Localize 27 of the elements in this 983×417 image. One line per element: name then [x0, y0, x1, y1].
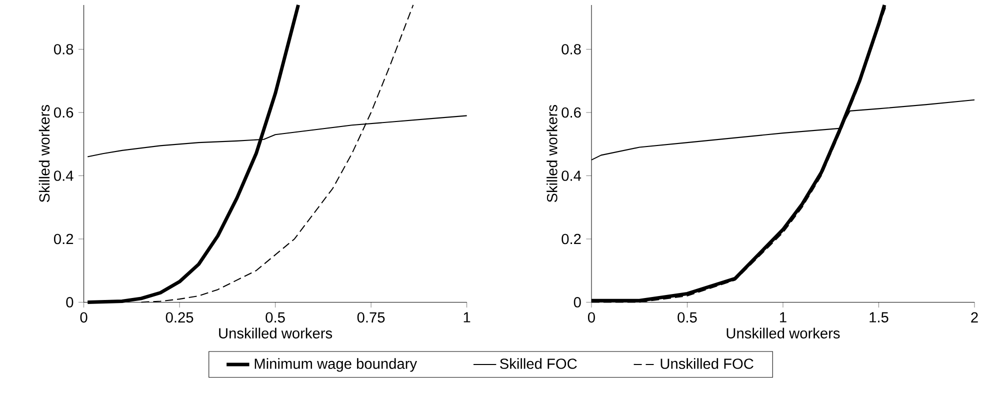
legend-label: Skilled FOC — [500, 358, 577, 369]
x-tick-label: 0.5 — [266, 312, 285, 323]
y-tick-label: 0.4 — [562, 170, 582, 181]
x-tick-label: 0 — [80, 312, 88, 323]
x-tick-label: 1 — [464, 312, 470, 322]
x-tick-label: 0.75 — [357, 312, 385, 323]
x-tick-label: 1.5 — [870, 312, 888, 322]
y-axis-title: Skilled workers — [546, 105, 558, 202]
y-tick-label: 0 — [574, 297, 581, 308]
y-tick-label: 0.6 — [562, 107, 581, 118]
y-tick-label: 0.8 — [562, 44, 581, 54]
y-tick-label: 0.4 — [54, 170, 74, 181]
x-tick-label: 1 — [780, 312, 786, 322]
x-axis-title: Unskilled workers — [726, 328, 840, 339]
y-axis-title: Skilled workers — [38, 105, 50, 202]
y-tick-label: 0 — [66, 297, 74, 308]
x-tick-label: 0.25 — [166, 312, 194, 323]
y-tick-label: 0.2 — [54, 234, 74, 244]
x-axis-title: Unskilled workers — [219, 328, 332, 339]
x-tick-label: 0.5 — [678, 312, 697, 323]
y-tick-label: 0.6 — [54, 107, 74, 118]
x-tick-label: 2 — [971, 312, 978, 322]
x-tick-label: 0 — [588, 312, 595, 323]
y-tick-label: 0.2 — [562, 234, 581, 244]
legend-label: Minimum wage boundary — [254, 358, 418, 372]
y-tick-label: 0.8 — [54, 44, 74, 54]
legend-label: Unskilled FOC — [660, 358, 754, 369]
